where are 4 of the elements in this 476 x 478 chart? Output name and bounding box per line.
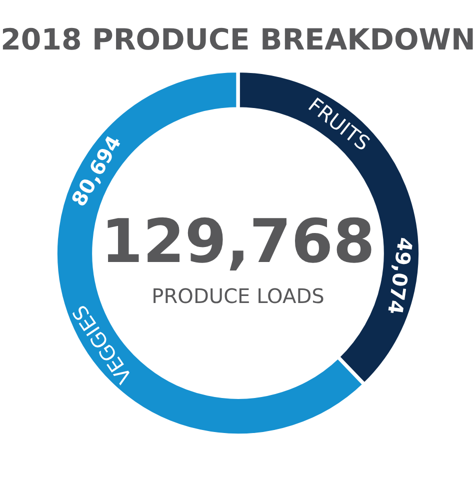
text: 129,768 [100,207,376,278]
data-label: 49,074 [382,236,418,316]
chart-title: 2018 PRODUCE BREAKDOWN [0,22,476,57]
text: PRODUCE LOADS [152,284,324,308]
